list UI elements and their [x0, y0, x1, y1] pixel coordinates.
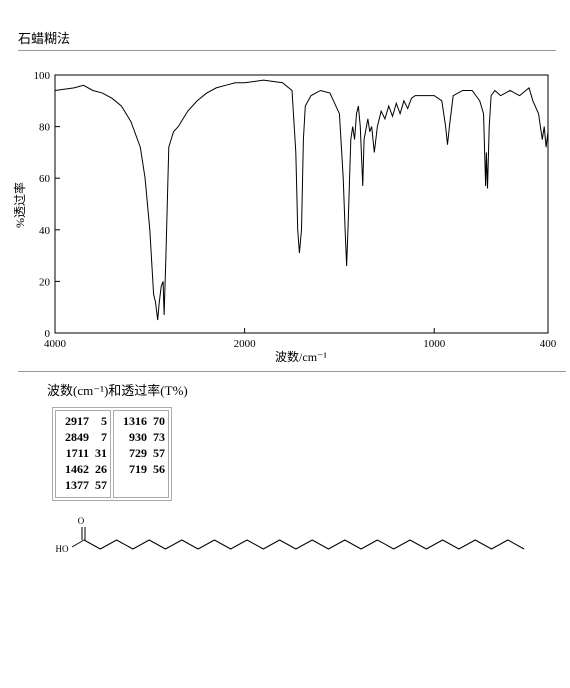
- structure: O HO: [56, 516, 525, 554]
- table-row: 2917 5: [59, 413, 107, 429]
- carbon-chain: [83, 539, 525, 550]
- wavenumber: 719: [129, 462, 147, 476]
- wavenumber: 930: [129, 430, 147, 444]
- table-row: 719 56: [117, 461, 165, 477]
- x-tick-label: 2000: [234, 338, 257, 350]
- transmittance: 31: [95, 446, 107, 460]
- chart: 波数/cm⁻¹ %透过率 0 20 40 60 80 100 4000 2000 1000 400: [12, 70, 557, 364]
- x-tick-label: 1000: [423, 338, 446, 350]
- transmittance: 56: [153, 462, 165, 476]
- transmittance: 70: [153, 414, 165, 428]
- y-tick-label: 60: [39, 173, 51, 185]
- table-row: 930 73: [117, 429, 165, 445]
- table-row: 1462 26: [59, 461, 107, 477]
- x-axis-label: 波数/cm⁻¹: [275, 349, 327, 364]
- table-group: 1316 70 930 73 729 57 719 56: [113, 410, 169, 498]
- transmittance: 5: [101, 414, 107, 428]
- x-tick-label: 4000: [44, 338, 67, 350]
- x-tick-label: 400: [540, 338, 557, 350]
- table-row: 2849 7: [59, 429, 107, 445]
- spectrum-line: [54, 79, 549, 321]
- table-row: 1316 70: [117, 413, 165, 429]
- y-tick-label: 20: [39, 276, 51, 288]
- atom-label: O: [78, 516, 85, 526]
- atom-label: HO: [56, 544, 69, 554]
- transmittance: 73: [153, 430, 165, 444]
- table-row: 1377 57: [59, 477, 107, 493]
- transmittance: 57: [153, 446, 165, 460]
- y-tick-label: 0: [45, 328, 51, 340]
- wavenumber: 1462: [65, 462, 89, 476]
- transmittance: 26: [95, 462, 107, 476]
- wavenumber: 2917: [65, 414, 89, 428]
- table-row: 729 57: [117, 445, 165, 461]
- y-tick-label: 100: [34, 70, 51, 82]
- y-tick-label: 40: [39, 225, 51, 237]
- plot-frame: [54, 74, 549, 334]
- wavenumber: 1377: [65, 478, 89, 492]
- wavenumber: 1711: [65, 446, 89, 460]
- y-tick-label: 80: [39, 122, 51, 134]
- separator: [18, 371, 566, 372]
- table-caption: 波数(cm⁻¹)和透过率(T%): [47, 383, 188, 398]
- wavenumber: 1316: [123, 414, 147, 428]
- table-group: 2917 5 2849 7 1711 31 1462 26 1377 57: [55, 410, 111, 498]
- method-title: 石蜡糊法: [18, 31, 71, 46]
- peak-table: 2917 5 2849 7 1711 31 1462 26 1377 57 1316 70 930 73 7…: [52, 407, 172, 501]
- wavenumber: 2849: [65, 430, 89, 444]
- transmittance: 57: [95, 478, 107, 492]
- bond: [71, 539, 85, 548]
- y-axis-label: %透过率: [12, 182, 27, 228]
- separator: [18, 50, 556, 51]
- transmittance: 7: [101, 430, 107, 444]
- wavenumber: 729: [129, 446, 147, 460]
- table-row: 1711 31: [59, 445, 107, 461]
